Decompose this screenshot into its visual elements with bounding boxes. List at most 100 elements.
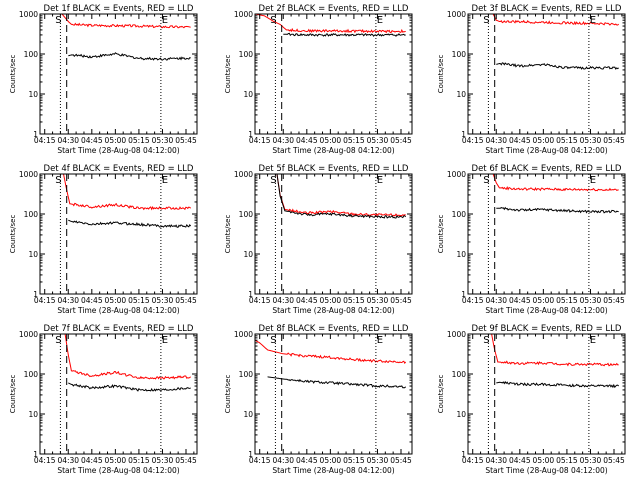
x-tick-label: 04:15 <box>249 456 271 465</box>
y-tick-label: 1 <box>248 290 253 299</box>
series-line-events <box>496 380 620 389</box>
y-axis-label: Counts/sec <box>437 55 445 94</box>
x-tick-label: 05:45 <box>603 136 625 145</box>
y-axis-label: Counts/sec <box>9 215 17 254</box>
x-tick-label: 05:15 <box>128 136 150 145</box>
chart-title: Det 5f BLACK = Events, RED = LLD <box>259 164 409 174</box>
y-tick-label: 10 <box>243 250 253 259</box>
y-tick-label: 1 <box>33 130 38 139</box>
end-marker-label: E <box>590 335 596 346</box>
plot-frame <box>467 173 626 295</box>
x-tick-label: 04:30 <box>272 296 294 305</box>
x-tick-label: 04:15 <box>249 136 271 145</box>
plot-frame <box>39 173 198 295</box>
end-marker-label: E <box>377 335 383 346</box>
x-tick-label: 04:45 <box>81 456 103 465</box>
series-line-events <box>68 219 192 228</box>
x-tick-label: 04:45 <box>509 136 531 145</box>
x-tick-label: 05:15 <box>128 296 150 305</box>
x-tick-label: 05:00 <box>533 296 555 305</box>
x-tick-label: 04:30 <box>57 296 79 305</box>
x-tick-label: 05:00 <box>533 136 555 145</box>
y-tick-label: 10 <box>28 250 38 259</box>
chart-title: Det 9f BLACK = Events, RED = LLD <box>472 324 622 334</box>
y-tick-label: 100 <box>239 210 254 219</box>
y-tick-label: 10 <box>243 410 253 419</box>
y-tick-label: 100 <box>239 370 254 379</box>
x-tick-label: 05:00 <box>105 136 127 145</box>
y-axis-label: Counts/sec <box>437 375 445 414</box>
series-line-lld <box>40 173 192 211</box>
x-tick-label: 04:30 <box>272 136 294 145</box>
x-tick-label: 05:15 <box>343 296 365 305</box>
chart-title: Det 8f BLACK = Events, RED = LLD <box>259 324 409 334</box>
y-axis-label: Counts/sec <box>9 55 17 94</box>
y-tick-label: 1000 <box>234 10 253 19</box>
end-marker-label: E <box>590 15 596 26</box>
x-tick-label: 05:15 <box>556 456 578 465</box>
series-line-events <box>255 173 407 219</box>
x-tick-label: 05:30 <box>367 296 389 305</box>
start-marker-label: S <box>270 15 276 26</box>
x-tick-label: 05:30 <box>580 296 602 305</box>
x-tick-label: 05:45 <box>603 296 625 305</box>
x-tick-label: 05:30 <box>152 296 174 305</box>
x-tick-label: 05:45 <box>175 136 197 145</box>
y-tick-label: 1 <box>461 290 466 299</box>
y-tick-label: 100 <box>24 370 39 379</box>
start-marker-label: S <box>55 175 61 186</box>
start-marker-label: S <box>483 335 489 346</box>
x-tick-label: 05:30 <box>367 136 389 145</box>
x-tick-label: 05:00 <box>533 456 555 465</box>
x-tick-label: 04:15 <box>249 296 271 305</box>
x-tick-label: 05:30 <box>580 456 602 465</box>
y-tick-label: 1000 <box>234 330 253 339</box>
series-line-lld <box>254 13 406 34</box>
y-tick-label: 100 <box>452 210 467 219</box>
x-tick-label: 05:15 <box>556 296 578 305</box>
start-marker-label: S <box>55 335 61 346</box>
x-tick-label: 04:15 <box>34 456 56 465</box>
y-tick-label: 10 <box>28 410 38 419</box>
y-tick-label: 1 <box>461 450 466 459</box>
x-tick-label: 04:30 <box>485 136 507 145</box>
y-tick-label: 1000 <box>447 10 466 19</box>
plot-frame <box>254 333 413 455</box>
x-tick-label: 04:45 <box>509 296 531 305</box>
x-tick-label: 04:30 <box>485 296 507 305</box>
start-marker-label: S <box>55 15 61 26</box>
y-tick-label: 1 <box>33 450 38 459</box>
plot-frame <box>254 173 413 295</box>
x-axis-label: Start Time (28-Aug-08 04:12:00) <box>272 146 394 155</box>
chart-title: Det 7f BLACK = Events, RED = LLD <box>44 324 194 334</box>
series-line-lld <box>40 13 191 29</box>
x-tick-label: 04:45 <box>296 136 318 145</box>
y-tick-label: 1 <box>248 130 253 139</box>
x-tick-label: 04:15 <box>462 136 484 145</box>
y-tick-label: 1000 <box>19 330 38 339</box>
x-tick-label: 05:15 <box>556 136 578 145</box>
chart-title: Det 1f BLACK = Events, RED = LLD <box>44 4 194 14</box>
y-tick-label: 1000 <box>19 170 38 179</box>
x-axis-label: Start Time (28-Aug-08 04:12:00) <box>57 146 179 155</box>
x-tick-label: 04:30 <box>57 136 79 145</box>
end-marker-label: E <box>590 175 596 186</box>
x-axis-label: Start Time (28-Aug-08 04:12:00) <box>272 306 394 315</box>
y-tick-label: 100 <box>24 210 39 219</box>
x-tick-label: 05:45 <box>175 456 197 465</box>
y-tick-label: 1000 <box>19 10 38 19</box>
y-axis-label: Counts/sec <box>224 55 232 94</box>
x-tick-label: 04:45 <box>296 456 318 465</box>
x-tick-label: 05:15 <box>343 136 365 145</box>
x-tick-label: 05:30 <box>580 136 602 145</box>
x-tick-label: 05:30 <box>367 456 389 465</box>
chart-title: Det 3f BLACK = Events, RED = LLD <box>472 4 622 14</box>
end-marker-label: E <box>377 15 383 26</box>
